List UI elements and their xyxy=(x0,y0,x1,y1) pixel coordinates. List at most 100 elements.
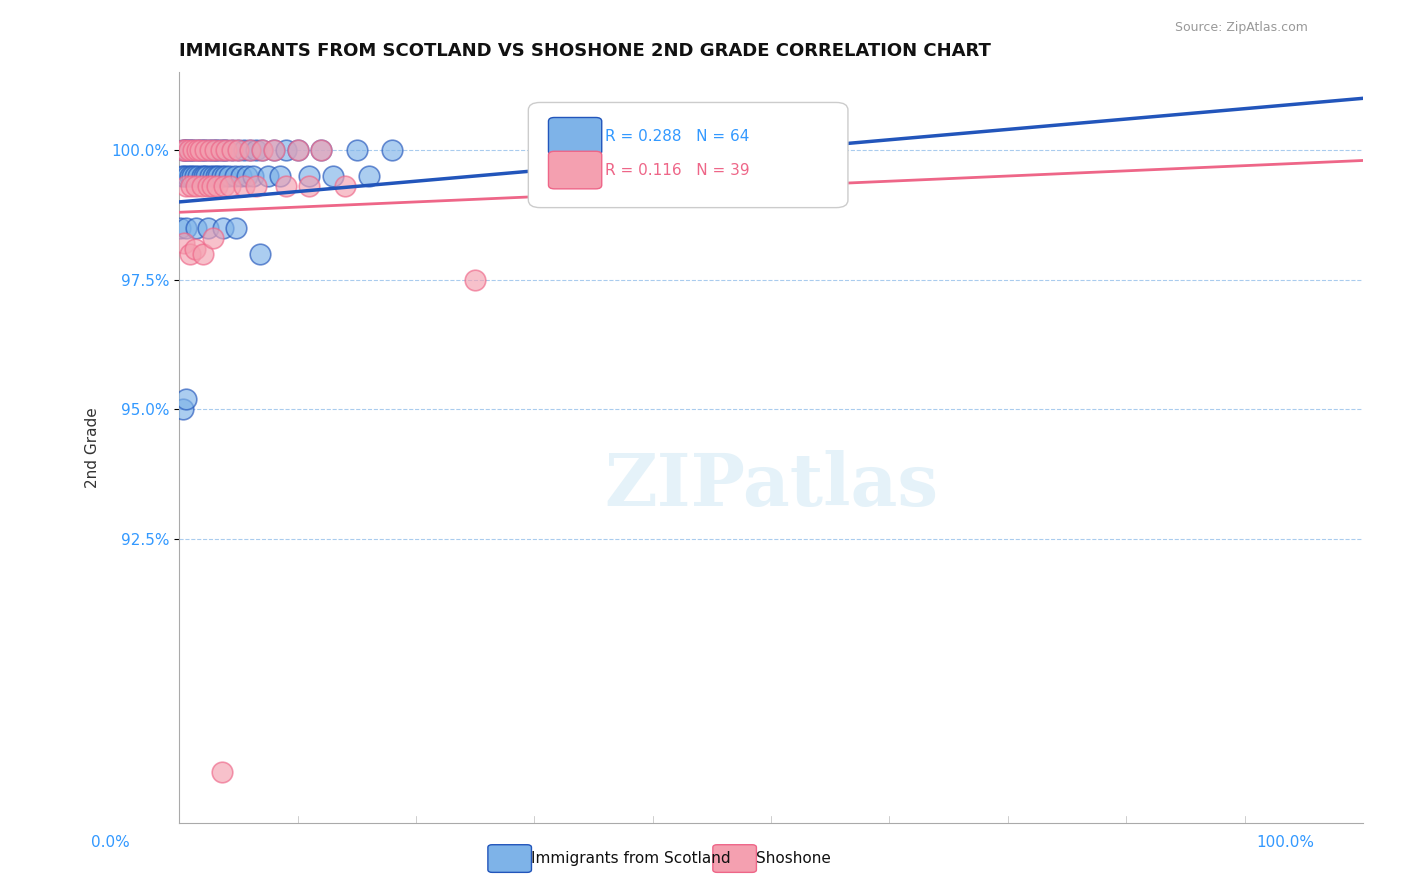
Point xyxy=(174,143,197,157)
Point xyxy=(180,179,202,194)
Point xyxy=(242,169,264,183)
Point xyxy=(357,169,380,183)
FancyBboxPatch shape xyxy=(548,118,602,155)
Point xyxy=(172,143,194,157)
Point xyxy=(198,169,221,183)
Point xyxy=(250,143,273,157)
Point xyxy=(201,143,224,157)
Point xyxy=(211,764,233,779)
Point xyxy=(181,169,204,183)
Point xyxy=(221,143,243,157)
Point xyxy=(197,179,219,194)
Text: Shoshone: Shoshone xyxy=(756,852,831,866)
Point xyxy=(194,143,217,157)
Point xyxy=(309,143,332,157)
Point xyxy=(198,143,221,157)
Point xyxy=(174,392,197,406)
Y-axis label: 2nd Grade: 2nd Grade xyxy=(86,408,100,488)
Point xyxy=(180,143,202,157)
Point xyxy=(257,169,280,183)
Point xyxy=(214,169,236,183)
Point xyxy=(239,143,262,157)
Point xyxy=(212,179,235,194)
Point xyxy=(187,169,209,183)
Point xyxy=(190,169,212,183)
Point xyxy=(239,143,262,157)
Text: Source: ZipAtlas.com: Source: ZipAtlas.com xyxy=(1174,21,1308,34)
Point xyxy=(183,242,205,256)
Point xyxy=(274,179,297,194)
Point xyxy=(464,272,486,286)
Text: 0.0%: 0.0% xyxy=(91,836,131,850)
Text: IMMIGRANTS FROM SCOTLAND VS SHOSHONE 2ND GRADE CORRELATION CHART: IMMIGRANTS FROM SCOTLAND VS SHOSHONE 2ND… xyxy=(179,42,991,60)
Point xyxy=(202,231,225,245)
Point xyxy=(209,143,232,157)
Point xyxy=(186,143,208,157)
Point xyxy=(218,169,240,183)
Point xyxy=(176,169,198,183)
Point xyxy=(177,143,200,157)
Point xyxy=(177,143,200,157)
Point xyxy=(193,169,215,183)
Point xyxy=(183,169,205,183)
Point xyxy=(287,143,309,157)
Text: R = 0.288   N = 64: R = 0.288 N = 64 xyxy=(605,128,749,144)
Point xyxy=(205,169,228,183)
Point xyxy=(184,179,207,194)
Point xyxy=(219,179,242,194)
Point xyxy=(215,143,238,157)
Point xyxy=(173,169,195,183)
Point xyxy=(194,143,217,157)
Point xyxy=(184,220,207,235)
Point xyxy=(202,169,225,183)
Point xyxy=(235,169,257,183)
Point xyxy=(174,220,197,235)
Point xyxy=(224,169,246,183)
Point xyxy=(221,143,243,157)
Point xyxy=(204,143,226,157)
Point xyxy=(309,143,332,157)
Point xyxy=(191,143,214,157)
Point xyxy=(209,143,232,157)
Point xyxy=(269,169,291,183)
Point xyxy=(228,143,250,157)
Point xyxy=(183,143,205,157)
Point xyxy=(263,143,285,157)
Point xyxy=(381,143,404,157)
Point xyxy=(274,143,297,157)
Point xyxy=(190,143,212,157)
Point xyxy=(205,179,228,194)
Point xyxy=(249,246,271,260)
Point xyxy=(190,143,212,157)
Point xyxy=(263,143,285,157)
Point xyxy=(201,179,224,194)
Point xyxy=(212,143,235,157)
Point xyxy=(322,169,344,183)
Point xyxy=(233,179,256,194)
Point xyxy=(179,246,201,260)
Point xyxy=(225,220,247,235)
Point xyxy=(186,143,208,157)
Point xyxy=(183,143,205,157)
Point xyxy=(298,169,321,183)
Point xyxy=(195,169,218,183)
Text: ZIPatlas: ZIPatlas xyxy=(605,450,938,521)
Point xyxy=(211,169,233,183)
Point xyxy=(179,169,201,183)
Point xyxy=(197,143,219,157)
Text: Immigrants from Scotland: Immigrants from Scotland xyxy=(531,852,731,866)
Point xyxy=(228,143,250,157)
Point xyxy=(170,169,193,183)
FancyBboxPatch shape xyxy=(548,152,602,189)
Point xyxy=(233,143,256,157)
Point xyxy=(197,220,219,235)
Point xyxy=(191,246,214,260)
Point xyxy=(205,143,228,157)
Point xyxy=(190,179,212,194)
Point xyxy=(245,179,267,194)
Point xyxy=(298,179,321,194)
Point xyxy=(172,402,194,417)
Point xyxy=(229,169,252,183)
FancyBboxPatch shape xyxy=(529,103,848,208)
Point xyxy=(174,143,197,157)
